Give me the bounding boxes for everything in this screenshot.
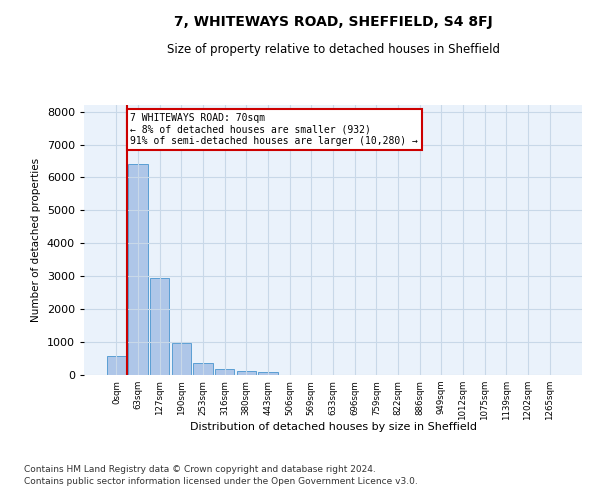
Bar [107, 356, 126, 375]
Bar [215, 369, 235, 375]
Text: 7 WHITEWAYS ROAD: 70sqm
← 8% of detached houses are smaller (932)
91% of semi-de: 7 WHITEWAYS ROAD: 70sqm ← 8% of detached… [130, 113, 418, 146]
Text: Contains HM Land Registry data © Crown copyright and database right 2024.: Contains HM Land Registry data © Crown c… [24, 465, 376, 474]
Bar [236, 371, 256, 375]
Bar [193, 363, 213, 375]
Text: Size of property relative to detached houses in Sheffield: Size of property relative to detached ho… [167, 42, 500, 56]
Bar [128, 164, 148, 375]
Bar [150, 278, 169, 375]
Bar [172, 344, 191, 375]
Text: Contains public sector information licensed under the Open Government Licence v3: Contains public sector information licen… [24, 478, 418, 486]
Text: 7, WHITEWAYS ROAD, SHEFFIELD, S4 8FJ: 7, WHITEWAYS ROAD, SHEFFIELD, S4 8FJ [173, 15, 493, 29]
Bar [258, 372, 278, 375]
Text: Distribution of detached houses by size in Sheffield: Distribution of detached houses by size … [190, 422, 476, 432]
Y-axis label: Number of detached properties: Number of detached properties [31, 158, 41, 322]
